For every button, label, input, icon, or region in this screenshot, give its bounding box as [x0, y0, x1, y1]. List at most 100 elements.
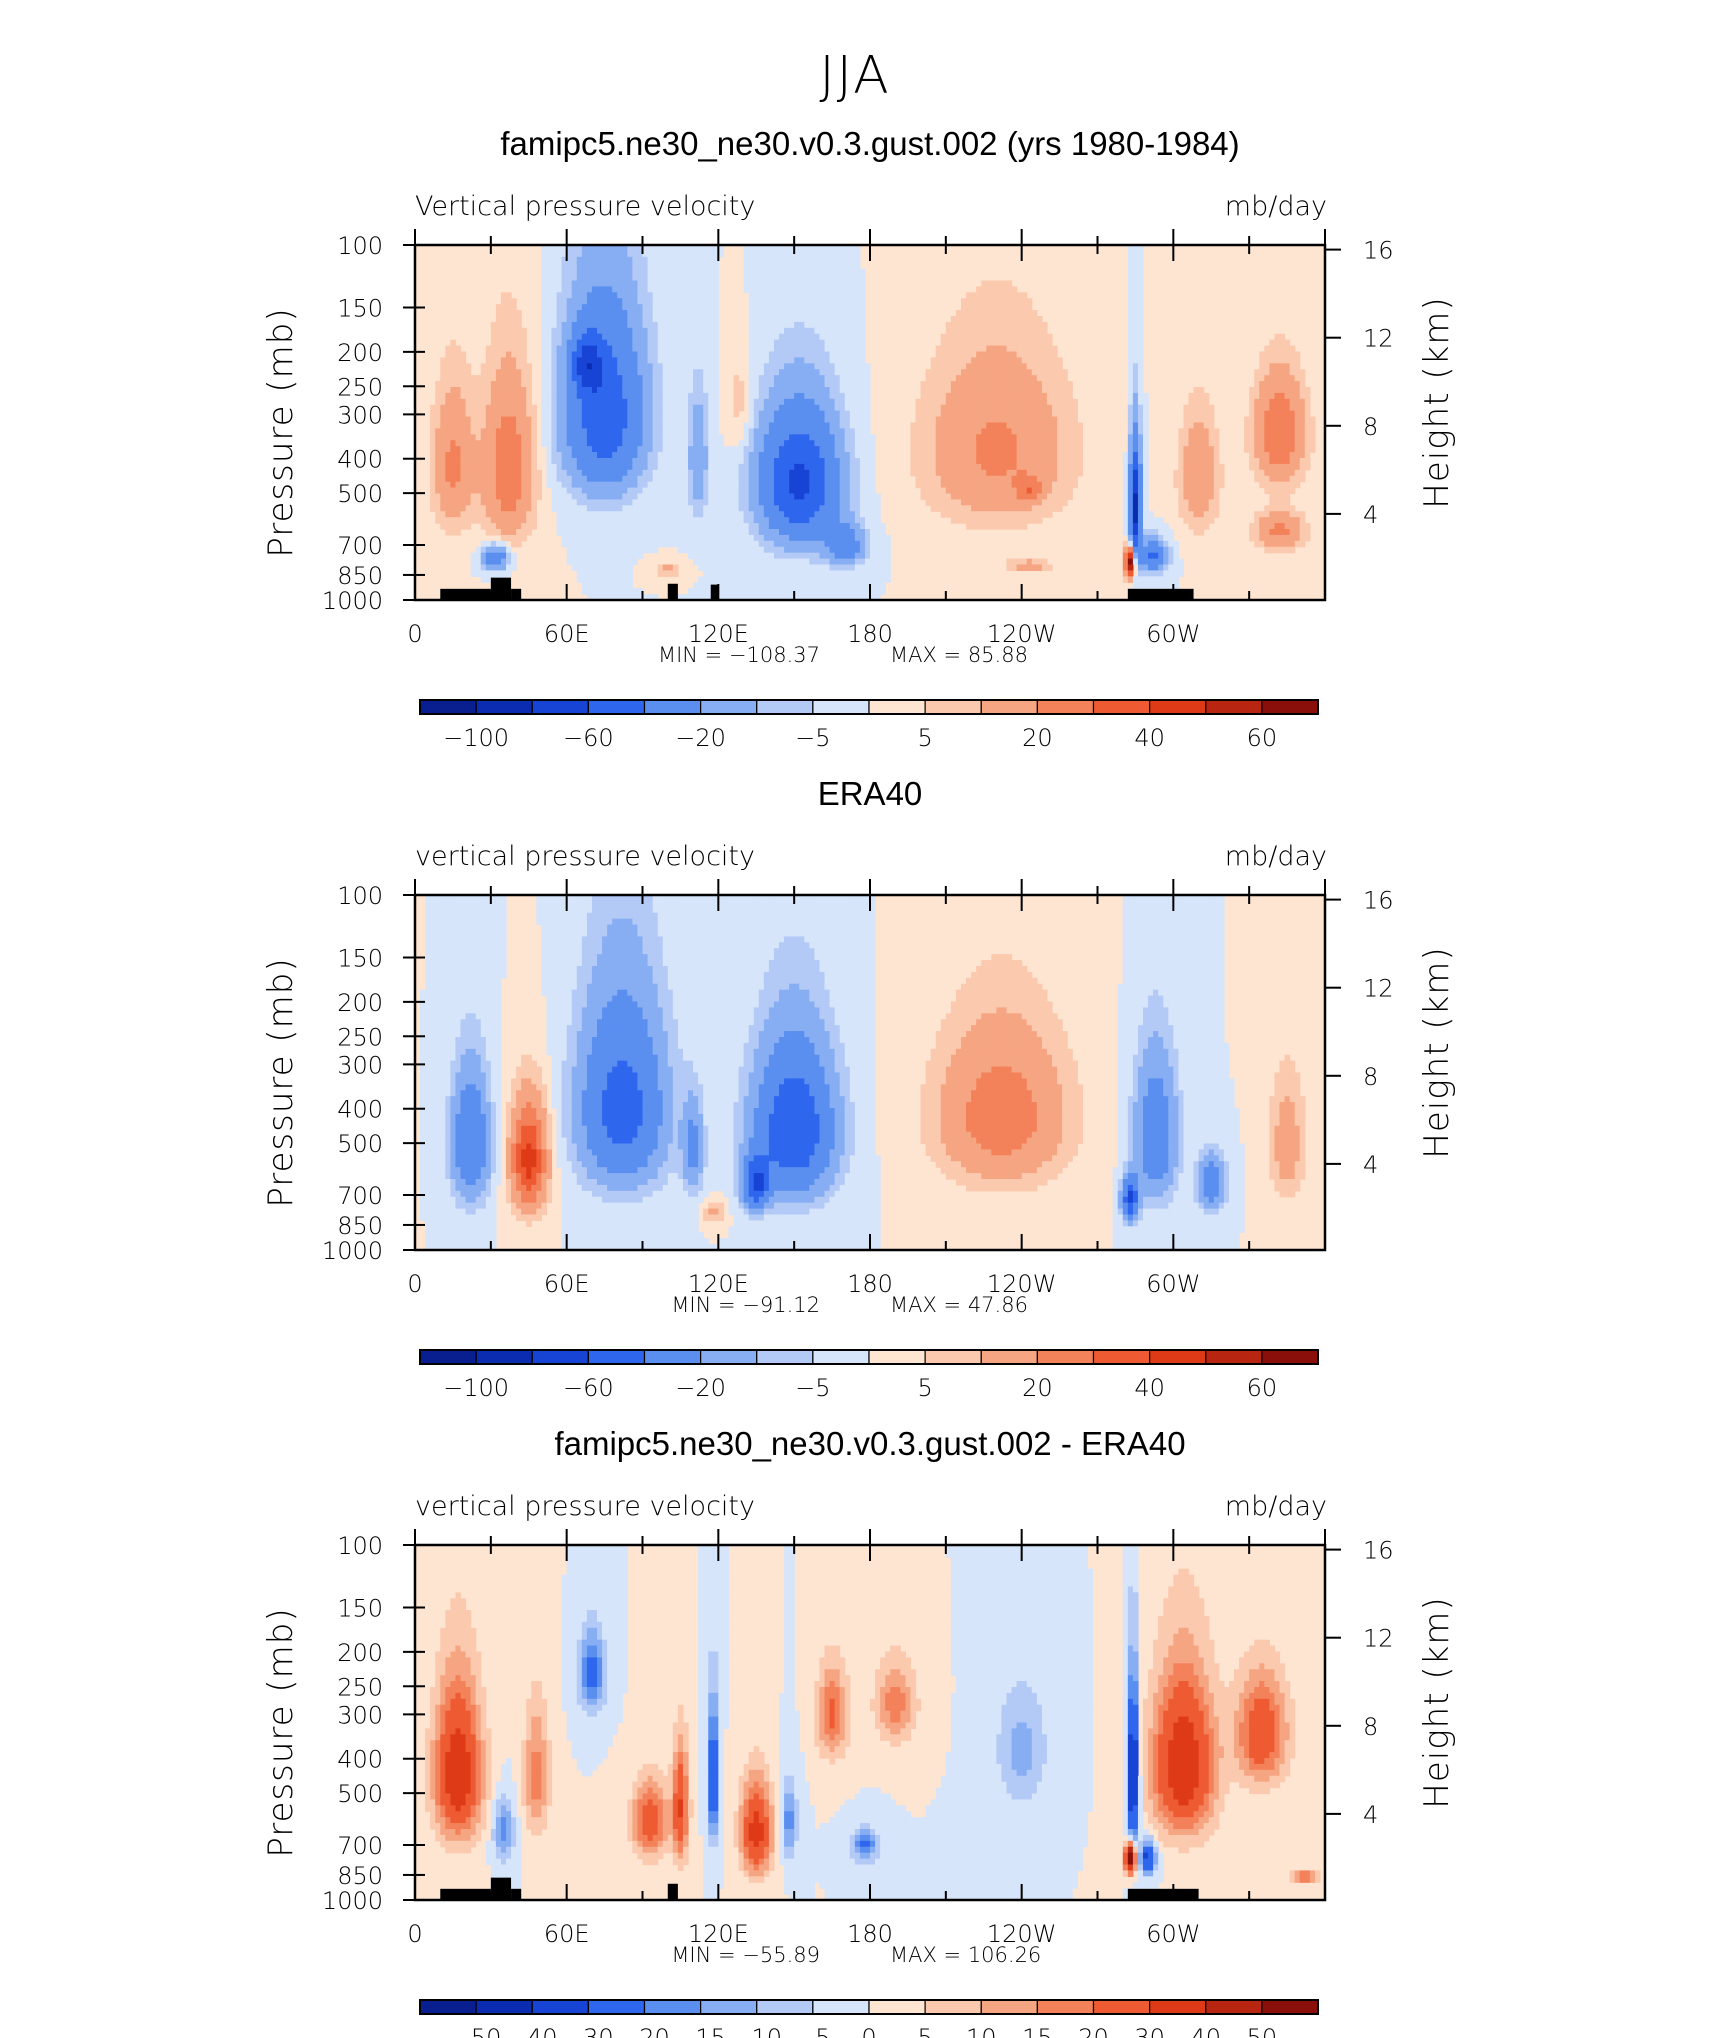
field-cell — [804, 404, 810, 412]
field-cell — [728, 487, 735, 495]
field-cell — [1057, 463, 1063, 471]
field-cell — [647, 250, 654, 258]
field-cell — [738, 446, 745, 453]
field-cell — [839, 499, 846, 506]
field-cell — [920, 381, 927, 388]
field-cell — [1062, 398, 1068, 406]
field-cell — [576, 487, 583, 495]
field-cell — [1052, 475, 1058, 483]
field-cell — [789, 245, 795, 252]
field-cell — [713, 345, 719, 353]
field-cell — [768, 505, 775, 512]
field-cell — [1143, 416, 1149, 424]
field-cell — [612, 327, 618, 335]
field-cell — [622, 292, 628, 299]
field-cell — [662, 475, 669, 483]
field-cell — [1299, 369, 1306, 376]
field-cell — [1269, 428, 1276, 435]
field-cell — [966, 369, 972, 376]
field-cell — [713, 369, 719, 376]
field-cell — [718, 245, 724, 252]
field-cell — [864, 493, 871, 501]
field-cell — [1289, 410, 1296, 418]
field-cell — [470, 387, 477, 394]
field-cell — [758, 469, 765, 477]
field-cell — [844, 250, 851, 258]
field-cell — [1299, 398, 1306, 406]
field-cell — [844, 274, 851, 282]
field-cell — [682, 375, 689, 382]
field-cell — [576, 262, 583, 270]
field-cell — [662, 416, 669, 424]
field-cell — [864, 481, 871, 489]
field-cell — [748, 292, 755, 299]
field-cell — [915, 440, 922, 447]
field-cell — [996, 487, 1003, 495]
field-cell — [708, 333, 714, 341]
field-cell — [814, 487, 821, 495]
field-cell — [819, 505, 826, 512]
field-cell — [824, 280, 831, 288]
field-cell — [854, 469, 861, 477]
field-cell — [763, 428, 770, 435]
field-cell — [455, 458, 462, 465]
field-cell — [1289, 345, 1296, 353]
field-cell — [622, 434, 628, 441]
field-cell — [1127, 304, 1134, 311]
field-cell — [1178, 499, 1185, 506]
field-cell — [576, 458, 583, 465]
field-cell — [1052, 434, 1058, 441]
field-cell — [1057, 387, 1063, 394]
field-cell — [1021, 452, 1028, 459]
field-cell — [1279, 375, 1286, 382]
field-cell — [662, 487, 669, 495]
field-cell — [576, 416, 583, 424]
field-cell — [971, 375, 977, 382]
field-cell — [617, 505, 623, 512]
field-cell — [809, 256, 815, 264]
field-cell — [455, 463, 462, 471]
field-cell — [576, 434, 583, 441]
field-cell — [450, 481, 457, 489]
field-cell — [708, 440, 714, 447]
field-cell — [1269, 463, 1276, 471]
field-cell — [940, 351, 947, 359]
field-cell — [966, 416, 972, 424]
field-cell — [667, 469, 674, 477]
field-cell — [981, 392, 987, 400]
field-cell — [991, 469, 997, 477]
field-cell — [531, 452, 537, 459]
field-cell — [445, 398, 451, 406]
field-cell — [698, 268, 704, 276]
field-cell — [693, 245, 699, 252]
field-cell — [809, 310, 815, 317]
field-cell — [667, 339, 674, 347]
field-cell — [1264, 381, 1270, 388]
field-cell — [521, 333, 527, 341]
field-cell — [526, 463, 532, 471]
field-cell — [1036, 434, 1043, 441]
field-cell — [1016, 416, 1023, 424]
field-cell — [976, 434, 982, 441]
field-cell — [511, 398, 517, 406]
field-cell — [485, 375, 492, 382]
field-cell — [450, 434, 457, 441]
field-cell — [495, 369, 502, 376]
field-cell — [915, 416, 922, 424]
field-cell — [571, 286, 578, 293]
field-cell — [854, 475, 861, 483]
field-cell — [506, 310, 512, 317]
field-cell — [940, 363, 947, 370]
field-cell — [1143, 469, 1149, 477]
field-cell — [824, 250, 831, 258]
field-cell — [1046, 339, 1053, 347]
field-cell — [465, 428, 472, 435]
field-cell — [511, 499, 517, 506]
field-cell — [829, 434, 836, 441]
field-cell — [940, 428, 947, 435]
field-cell — [981, 499, 987, 506]
field-cell — [743, 487, 750, 495]
field-cell — [698, 363, 704, 370]
field-cell — [490, 392, 497, 400]
field-cell — [844, 256, 851, 264]
